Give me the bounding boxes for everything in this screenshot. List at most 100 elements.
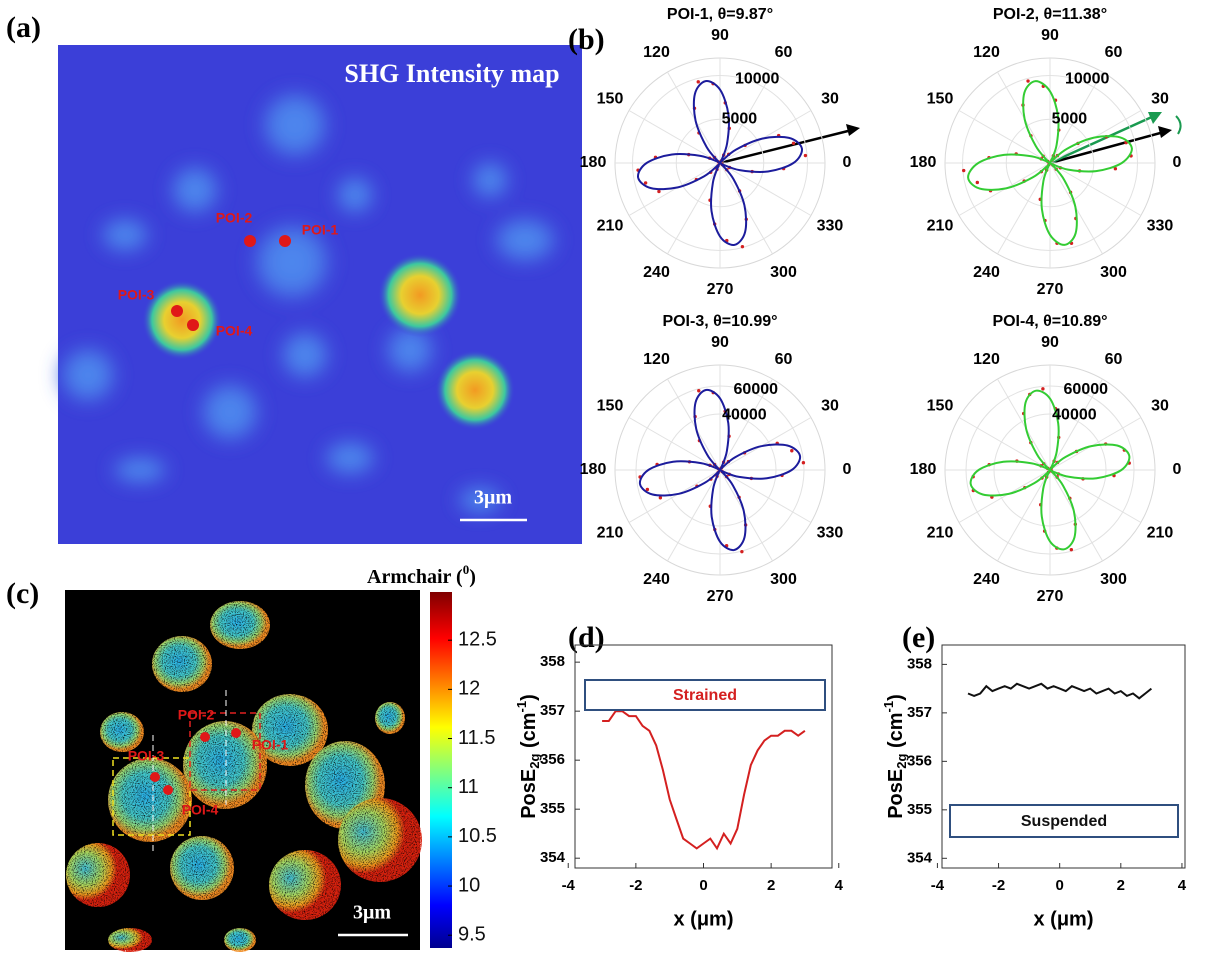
colorbar-tick-label: 10 [458, 874, 480, 896]
x-tick-label: 2 [1117, 877, 1125, 894]
theta-tick-label: 270 [1037, 588, 1064, 605]
poi-label: POI-1 [252, 737, 289, 753]
armchair-image: 3μm POI-1 POI-2 POI-3 POI-4 Armchair (0) [65, 562, 476, 952]
theta-tick-label: 150 [927, 91, 954, 108]
theta-tick-label: 270 [707, 588, 734, 605]
theta-tick-label: 240 [973, 571, 1000, 588]
x-tick-label: -4 [562, 877, 576, 894]
y-axis-label-part: ) [885, 694, 907, 701]
y-axis-label-part: -1 [881, 701, 896, 713]
arrowhead [1158, 126, 1172, 138]
theta-tick-label: 270 [1037, 281, 1064, 298]
theta-tick-label: 180 [580, 154, 607, 171]
y-tick-label: 357 [907, 704, 932, 721]
theta-tick-label: 180 [580, 461, 607, 478]
hot-spot [378, 253, 462, 337]
data-point [790, 449, 793, 452]
theta-tick-label: 0 [843, 461, 852, 478]
flake [170, 836, 234, 900]
x-tick-label: -2 [992, 877, 1005, 894]
theta-tick-label: 30 [1151, 398, 1169, 415]
chart-title: POI-3, θ=10.99° [662, 313, 777, 330]
spoke [629, 470, 720, 523]
scale-bar-label: 3μm [353, 902, 391, 924]
flake [66, 843, 130, 907]
figure: SHG Intensity map 3μm POI-1 POI-2 POI-3 … [0, 0, 1205, 954]
annotation: Strained [673, 687, 737, 704]
annotation: Suspended [1021, 813, 1107, 830]
blob [333, 173, 377, 217]
blob [468, 158, 512, 202]
theta-tick-label: 60 [1105, 351, 1123, 368]
spoke [720, 470, 773, 561]
x-tick-label: -4 [931, 877, 945, 894]
blob [489, 214, 561, 266]
poi-label: POI-2 [216, 210, 253, 226]
panel-label: (e) [902, 621, 935, 654]
plot-frame [942, 645, 1185, 868]
data-point [697, 80, 700, 83]
theta-tick-label: 180 [910, 154, 937, 171]
y-axis-label-part: (cm [518, 712, 540, 753]
spoke [668, 72, 721, 163]
colorbar [430, 592, 452, 948]
flake [210, 601, 270, 649]
theta-tick-label: 330 [1147, 218, 1174, 235]
theta-tick-label: 240 [643, 264, 670, 281]
theta-tick-label: 330 [817, 218, 844, 235]
theta-tick-label: 120 [973, 44, 1000, 61]
y-axis-label-part: PosE [518, 769, 540, 819]
y-axis-label-part: 2g [894, 754, 909, 769]
r-tick-label: 10000 [1065, 71, 1110, 88]
map-title: SHG Intensity map [344, 59, 559, 88]
colorbar-tick-label: 12 [458, 678, 480, 700]
chart-title: POI-4, θ=10.89° [992, 313, 1107, 330]
y-tick-label: 356 [540, 751, 565, 768]
x-tick-label: 4 [835, 877, 844, 894]
shg-image: SHG Intensity map 3μm POI-1 POI-2 POI-3 … [56, 45, 582, 544]
theta-tick-label: 150 [597, 91, 624, 108]
chart-title: POI-1, θ=9.87° [667, 6, 773, 23]
scale-bar-label: 3μm [474, 487, 512, 509]
theta-tick-label: 240 [973, 264, 1000, 281]
theta-tick-label: 210 [927, 218, 954, 235]
theta-tick-label: 210 [597, 218, 624, 235]
chart-title: POI-2, θ=11.38° [993, 6, 1107, 23]
x-tick-label: 2 [767, 877, 775, 894]
theta-tick-label: 300 [1100, 264, 1127, 281]
theta-tick-label: 90 [1041, 334, 1059, 351]
data-point [962, 169, 965, 172]
theta-tick-label: 60 [775, 44, 793, 61]
theta-tick-label: 30 [821, 91, 839, 108]
flake [183, 721, 267, 809]
r-tick-label: 40000 [1052, 406, 1097, 423]
data-point [697, 389, 700, 392]
y-tick-label: 357 [540, 702, 565, 719]
poi-label: POI-1 [302, 222, 339, 238]
blob [257, 87, 333, 163]
theta-tick-label: 240 [643, 571, 670, 588]
theta-tick-label: 30 [1151, 91, 1169, 108]
data-point [804, 154, 807, 157]
x-axis-label: x (μm) [673, 908, 733, 930]
y-axis-label-part: -1 [514, 701, 529, 713]
poi-dot [150, 772, 160, 782]
theta-tick-label: 270 [707, 281, 734, 298]
theta-tick-label: 90 [1041, 27, 1059, 44]
r-tick-label: 40000 [722, 406, 767, 423]
poi-dot [171, 305, 183, 317]
y-axis-label: PosE2g (cm-1) [881, 694, 909, 819]
poi-dot [187, 319, 199, 331]
y-tick-label: 358 [907, 655, 932, 672]
x-tick-label: -2 [629, 877, 642, 894]
data-point [1041, 387, 1044, 390]
flake [108, 758, 192, 842]
spoke [720, 418, 811, 471]
theta-tick-label: 330 [817, 525, 844, 542]
data-line [968, 684, 1151, 699]
blob [97, 215, 153, 255]
data-point [741, 245, 744, 248]
theta-tick-label: 300 [770, 264, 797, 281]
colorbar-tick-label: 9.5 [458, 923, 486, 945]
theta-tick-label: 90 [711, 334, 729, 351]
